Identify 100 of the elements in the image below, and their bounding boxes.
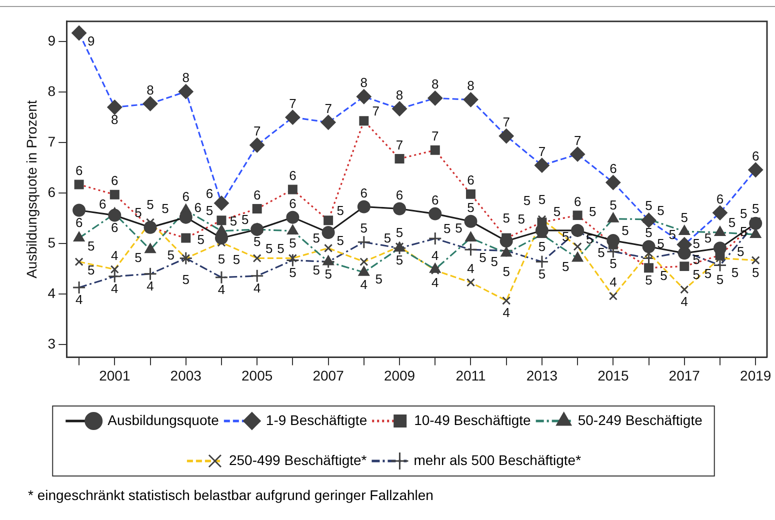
data-label: 5 <box>716 272 724 287</box>
data-label: 5 <box>736 244 744 260</box>
data-label: 5 <box>360 220 368 236</box>
data-label: 5 <box>502 210 510 226</box>
data-label: 5 <box>467 200 474 215</box>
data-label: 5 <box>598 245 605 260</box>
data-label: 5 <box>162 201 169 216</box>
data-label: 6 <box>111 173 118 188</box>
data-label: 4 <box>218 282 226 297</box>
data-label: 5 <box>645 198 652 213</box>
data-label: 8 <box>396 87 404 102</box>
data-label: 6 <box>206 186 214 201</box>
data-label: 5 <box>455 220 462 236</box>
data-label: 6 <box>752 148 760 164</box>
data-label: 7 <box>432 128 439 144</box>
data-label: 5 <box>610 197 617 212</box>
data-label: 5 <box>538 239 546 254</box>
data-label: 5 <box>538 266 546 282</box>
data-label: 6 <box>432 192 439 208</box>
data-label: 4 <box>111 280 118 296</box>
y-tick-label: 4 <box>48 284 56 301</box>
legend-label: 1-9 Beschäftigte <box>266 412 368 428</box>
data-label: 5 <box>241 212 249 228</box>
data-label: 5 <box>752 200 760 216</box>
data-label: 8 <box>467 78 474 94</box>
data-label: 5 <box>680 210 688 226</box>
data-label: 5 <box>146 197 154 212</box>
data-label: 5 <box>444 221 451 236</box>
data-label: 5 <box>622 223 629 238</box>
data-label: 5 <box>740 206 748 221</box>
data-label: 6 <box>716 191 724 206</box>
data-label: 5 <box>197 232 204 247</box>
data-label: 5 <box>232 252 240 268</box>
x-tick-label: 2011 <box>456 367 486 384</box>
data-label: 6 <box>253 187 261 202</box>
data-label: 5 <box>692 266 700 282</box>
y-tick-label: 3 <box>48 335 56 352</box>
x-tick-label: 2015 <box>598 367 629 384</box>
data-label: 5 <box>336 233 344 248</box>
data-label: 5 <box>553 204 561 220</box>
y-tick-label: 6 <box>48 184 56 200</box>
data-label: 7 <box>396 137 404 152</box>
data-label: 5 <box>657 236 664 251</box>
data-label: 6 <box>396 187 404 202</box>
y-tick-label: 8 <box>48 82 56 99</box>
data-label: 4 <box>467 261 474 276</box>
data-label: 5 <box>660 268 668 283</box>
data-label: 5 <box>704 230 712 246</box>
data-label: 4 <box>360 276 368 292</box>
data-label: 7 <box>538 144 546 159</box>
data-label: 5 <box>518 212 525 227</box>
text: * eingeschränkt statistisch belastbar aufgrund geringer Fallzahlen <box>28 487 434 503</box>
data-label: 4 <box>111 248 118 263</box>
data-label: 5 <box>479 250 486 266</box>
data-label: 5 <box>230 214 238 229</box>
data-label: 5 <box>523 192 531 208</box>
data-label: 5 <box>538 192 546 207</box>
legend-label: 50-249 Beschäftigte <box>578 412 703 428</box>
data-label: 5 <box>277 240 284 256</box>
data-label: 5 <box>588 204 596 220</box>
data-label: 6 <box>182 188 190 204</box>
data-label: 4 <box>75 292 83 308</box>
data-label: 6 <box>467 172 474 188</box>
data-label: 5 <box>728 215 736 230</box>
data-label: 5 <box>336 202 344 218</box>
data-label: 5 <box>490 254 498 269</box>
data-label: 6 <box>360 185 368 200</box>
data-label: 5 <box>312 230 320 246</box>
data-label: 5 <box>134 250 142 266</box>
data-label: 5 <box>134 204 142 220</box>
x-tick-label: 2009 <box>384 367 416 384</box>
data-label: 7 <box>502 114 510 130</box>
data-label: 4 <box>146 278 154 294</box>
x-tick-label: 2001 <box>99 367 130 384</box>
data-label: 4 <box>680 294 688 310</box>
x-tick-label: 2003 <box>170 367 202 384</box>
data-label: 5 <box>253 234 261 250</box>
data-label: 5 <box>218 252 226 267</box>
data-label: 8 <box>111 112 118 127</box>
y-tick-label: 9 <box>48 32 56 48</box>
x-tick-label: 2005 <box>242 367 273 384</box>
data-label: 5 <box>610 256 617 272</box>
legend-label: 10-49 Beschäftigte <box>414 412 532 428</box>
legend-label: 250-499 Beschäftigte* <box>228 452 368 468</box>
data-label: 5 <box>324 266 332 282</box>
legend-label: Ausbildungsquote <box>108 412 220 428</box>
data-label: 5 <box>645 225 652 240</box>
data-label: 4 <box>610 274 617 290</box>
x-tick-label: 2013 <box>526 367 558 384</box>
data-label: 5 <box>562 258 570 274</box>
data-label: 5 <box>384 230 392 246</box>
data-label: 5 <box>657 202 664 218</box>
data-label: 7 <box>372 103 380 118</box>
data-label: 5 <box>704 266 712 281</box>
data-label: 7 <box>574 132 582 148</box>
data-label: 9 <box>87 34 95 49</box>
data-label: 5 <box>265 240 273 256</box>
data-label: 4 <box>432 248 439 263</box>
data-label: 5 <box>692 236 700 251</box>
legend-label: mehr als 500 Beschäftigte* <box>414 452 582 468</box>
